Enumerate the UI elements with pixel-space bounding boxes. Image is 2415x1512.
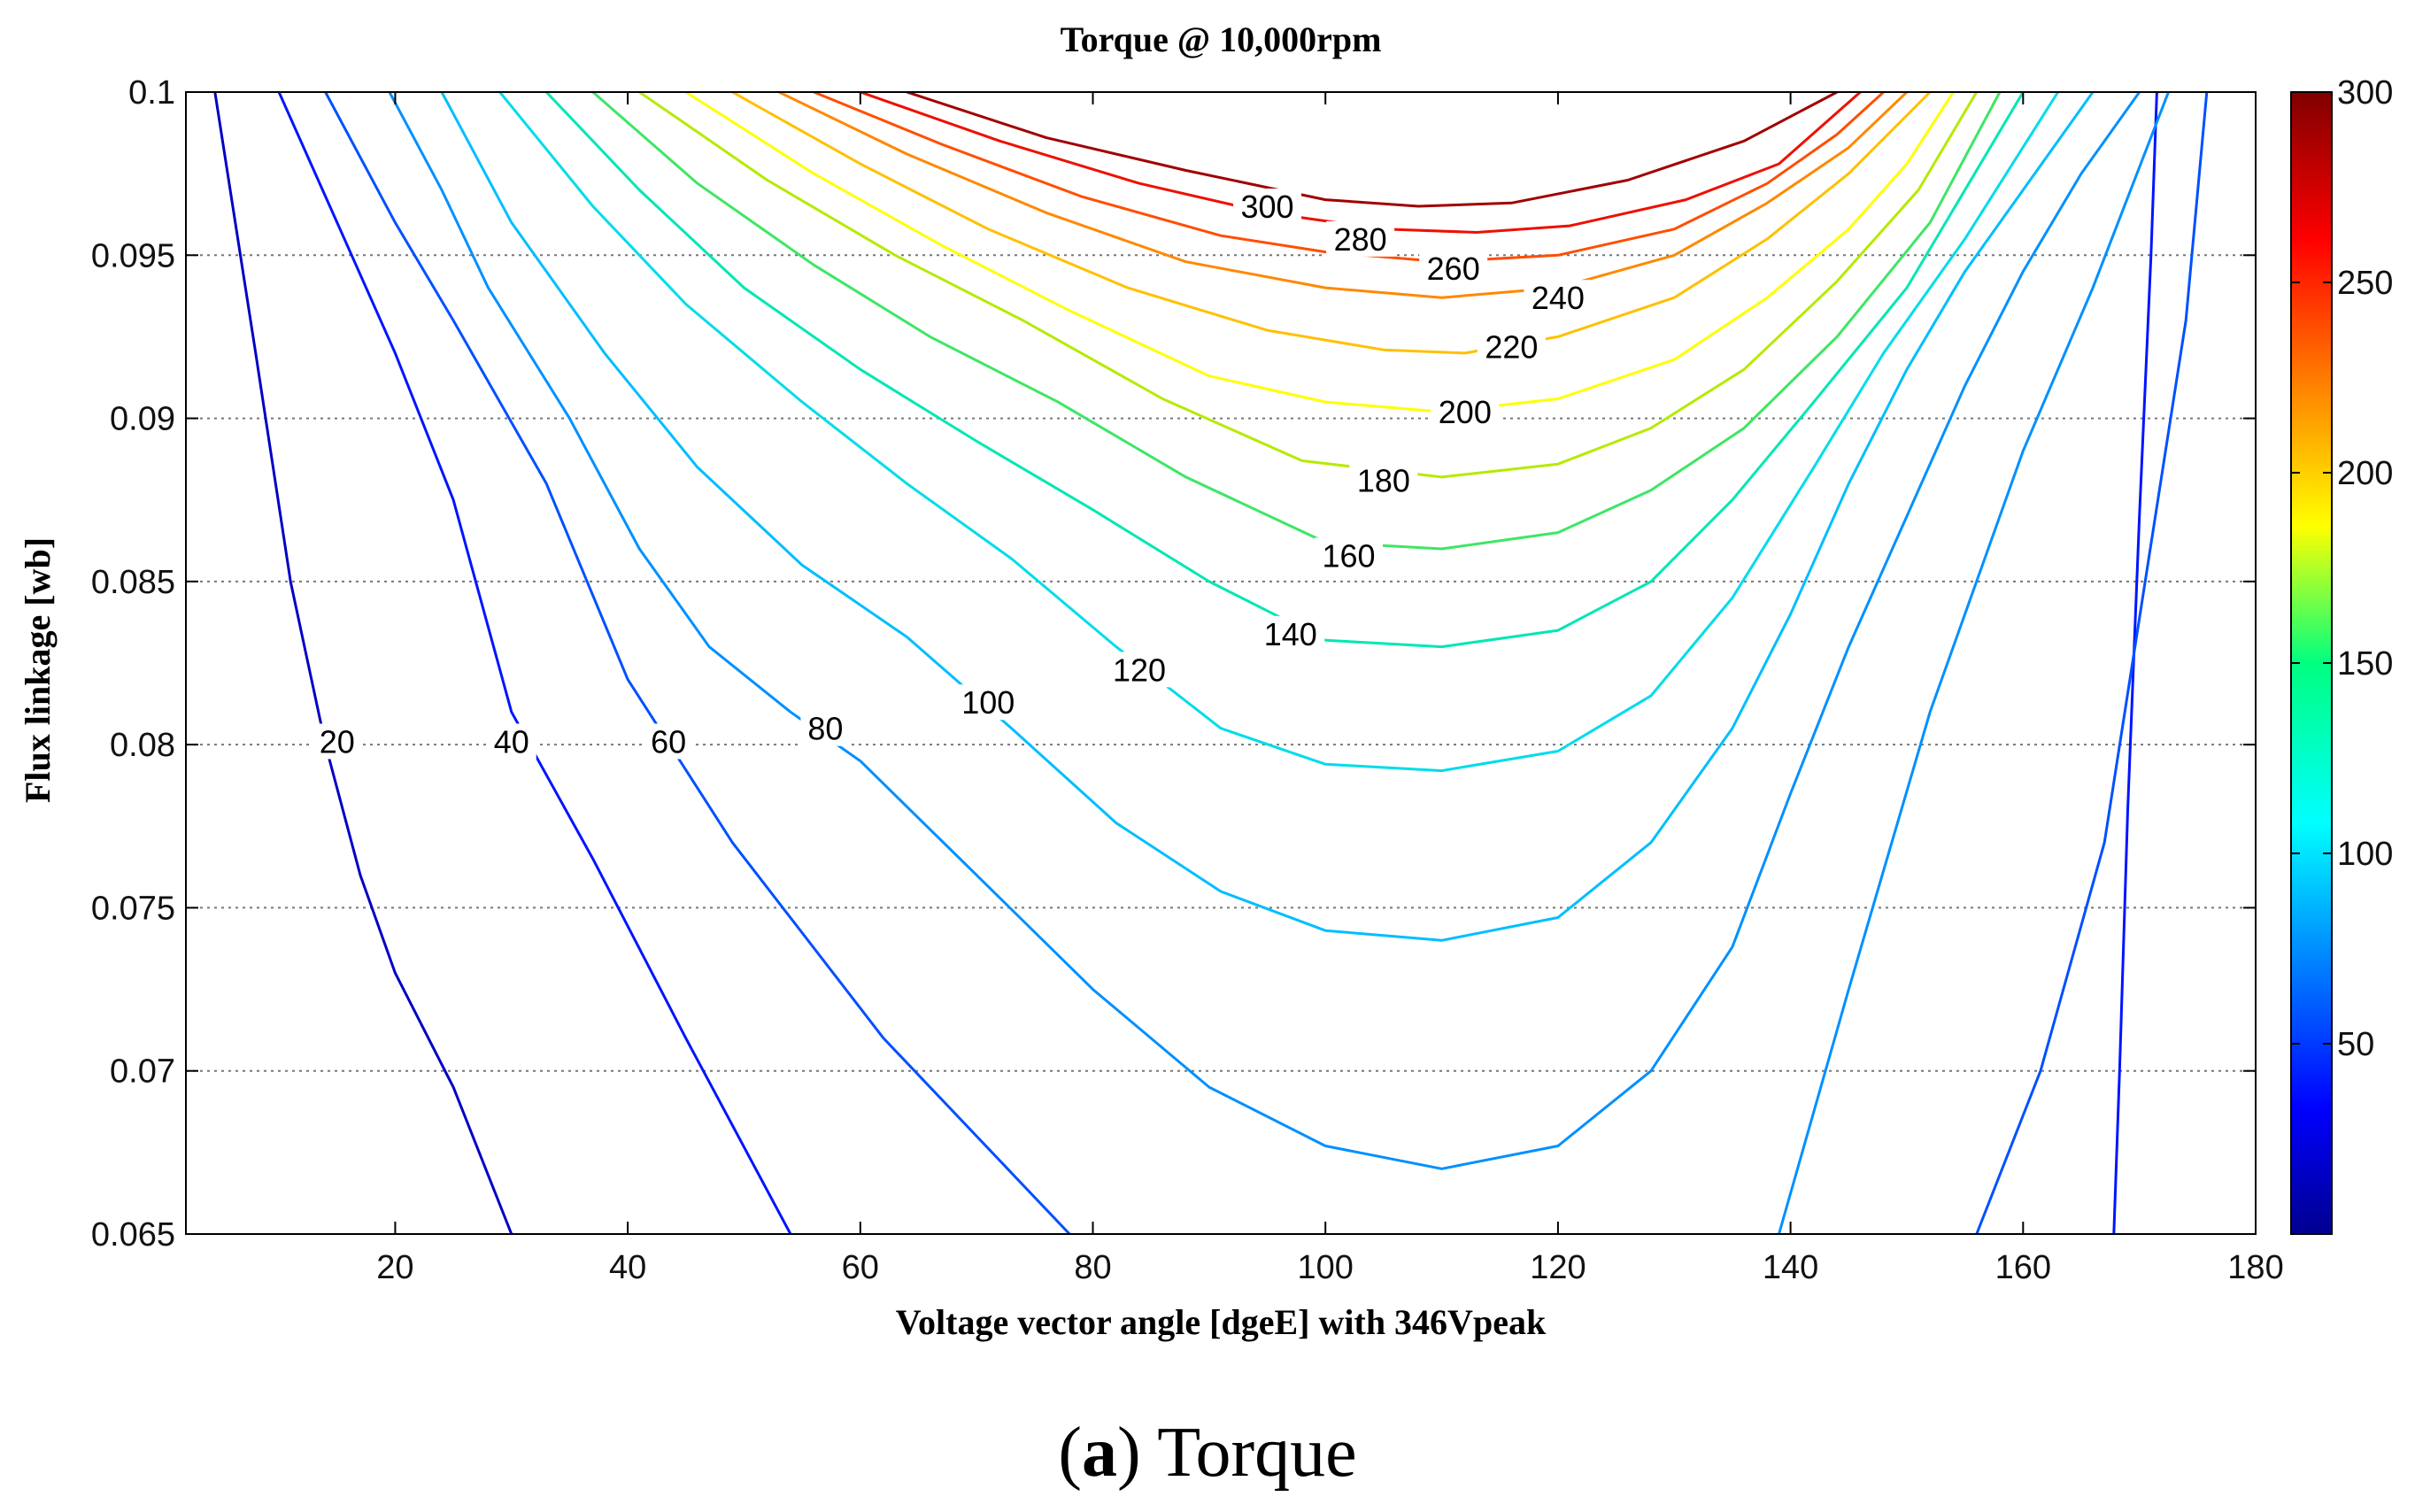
caption-letter: a xyxy=(1082,1414,1117,1492)
contour-label-bg-240 xyxy=(1524,280,1593,316)
figure-caption: (a) Torque xyxy=(1058,1414,1356,1492)
contour-label-280: 280 xyxy=(1334,221,1387,258)
gridlines xyxy=(186,254,2256,1072)
chart-title: Torque @ 10,000rpm xyxy=(1061,19,1382,59)
x-tick-label-80: 80 xyxy=(1074,1249,1111,1286)
colorbar-ticks: 50 100 150 200 250 300 xyxy=(2291,74,2393,1063)
contour-label-20: 20 xyxy=(320,723,355,760)
contour-180-left xyxy=(638,92,1979,479)
x-tick-label-40: 40 xyxy=(609,1249,646,1286)
y-tick-label-4: 0.085 xyxy=(91,564,175,601)
contour-220-left xyxy=(731,92,1932,355)
contour-label-80: 80 xyxy=(807,711,843,747)
contour-label-bg-200 xyxy=(1431,394,1500,430)
contour-label-bg-180 xyxy=(1349,462,1418,498)
y-tick-label-5: 0.09 xyxy=(110,401,175,438)
contour-140-left xyxy=(545,92,2025,649)
contour-label-60: 60 xyxy=(651,723,686,760)
contour-60-left xyxy=(324,92,1071,1234)
contour-label-bg-40 xyxy=(486,723,536,760)
contour-label-120: 120 xyxy=(1113,652,1166,688)
caption-text: Torque xyxy=(1157,1414,1356,1492)
contour-60-right xyxy=(1975,92,2209,1234)
contour-label-240: 240 xyxy=(1532,280,1585,316)
contour-240-left xyxy=(778,92,1909,299)
contour-label-300: 300 xyxy=(1241,189,1294,225)
contour-label-40: 40 xyxy=(494,723,529,760)
contour-label-260: 260 xyxy=(1427,251,1480,287)
contour-label-160: 160 xyxy=(1322,537,1375,574)
contour-labels: 20 40 60 80 100 120 140 160 180 200 220 240 260 280 30… xyxy=(312,189,1593,760)
x-tick-label-120: 120 xyxy=(1530,1249,1586,1286)
colorbar-tick-label-100: 100 xyxy=(2337,836,2393,873)
contour-label-bg-20 xyxy=(312,723,362,760)
colorbar-tick-label-300: 300 xyxy=(2337,74,2393,112)
plot-frame xyxy=(185,91,2257,1235)
x-tick-label-140: 140 xyxy=(1763,1249,1818,1286)
contour-label-140: 140 xyxy=(1264,616,1317,652)
plot-area xyxy=(186,92,2256,1234)
contour-label-bg-260 xyxy=(1419,251,1488,287)
y-tick-label-2: 0.075 xyxy=(91,890,175,927)
contour-20-left xyxy=(213,92,513,1234)
colorbar-tick-label-250: 250 xyxy=(2337,265,2393,302)
y-tick-label-1: 0.07 xyxy=(110,1053,175,1091)
x-tick-label-160: 160 xyxy=(1995,1249,2051,1286)
contour-label-bg-160 xyxy=(1314,537,1383,574)
contour-40-left xyxy=(277,92,792,1234)
contour-label-bg-300 xyxy=(1233,189,1302,224)
y-tick-label-0: 0.065 xyxy=(91,1216,175,1254)
y-tick-label-6: 0.095 xyxy=(91,237,175,274)
contour-160-left xyxy=(591,92,2002,551)
contour-label-bg-280 xyxy=(1326,220,1395,257)
x-tick-label-100: 100 xyxy=(1298,1249,1354,1286)
y-axis-ticks: 0.065 0.07 0.075 0.08 0.085 0.09 0.095 0.1 xyxy=(91,74,2256,1254)
x-axis-ticks: 20 40 60 80 100 120 140 160 180 xyxy=(376,92,2284,1286)
x-tick-label-180: 180 xyxy=(2227,1249,2283,1286)
x-tick-label-20: 20 xyxy=(376,1249,413,1286)
contour-label-bg-80 xyxy=(800,710,851,746)
contour-label-bg-60 xyxy=(644,723,694,760)
contour-label-220: 220 xyxy=(1485,328,1538,365)
contour-80-right xyxy=(1778,92,2170,1234)
contour-label-200: 200 xyxy=(1439,394,1492,430)
contour-300-left xyxy=(906,92,1838,208)
contour-80-left xyxy=(388,92,2141,1170)
caption-close-paren: ) xyxy=(1117,1414,1157,1492)
y-tick-label-7: 0.1 xyxy=(128,74,175,112)
x-tick-label-60: 60 xyxy=(842,1249,879,1286)
contour-label-100: 100 xyxy=(961,684,1015,721)
contour-label-bg-140 xyxy=(1256,615,1325,652)
y-axis-label: Flux linkage [wb] xyxy=(18,537,58,803)
y-tick-label-3: 0.08 xyxy=(110,727,175,764)
caption-open-paren: ( xyxy=(1058,1414,1082,1492)
contour-120-left xyxy=(498,92,2059,773)
colorbar-tick-label-150: 150 xyxy=(2337,645,2393,683)
contour-label-180: 180 xyxy=(1357,463,1410,499)
colorbar-tick-label-200: 200 xyxy=(2337,455,2393,492)
colorbar-tick-label-50: 50 xyxy=(2337,1026,2374,1063)
contour-label-bg-120 xyxy=(1105,652,1174,688)
contour-100-left xyxy=(440,92,2095,942)
contour-label-bg-100 xyxy=(953,684,1022,721)
x-axis-label: Voltage vector angle [dgeE] with 346Vpea… xyxy=(896,1302,1547,1342)
contour-label-bg-220 xyxy=(1477,328,1546,365)
contour-280-left xyxy=(860,92,1862,234)
